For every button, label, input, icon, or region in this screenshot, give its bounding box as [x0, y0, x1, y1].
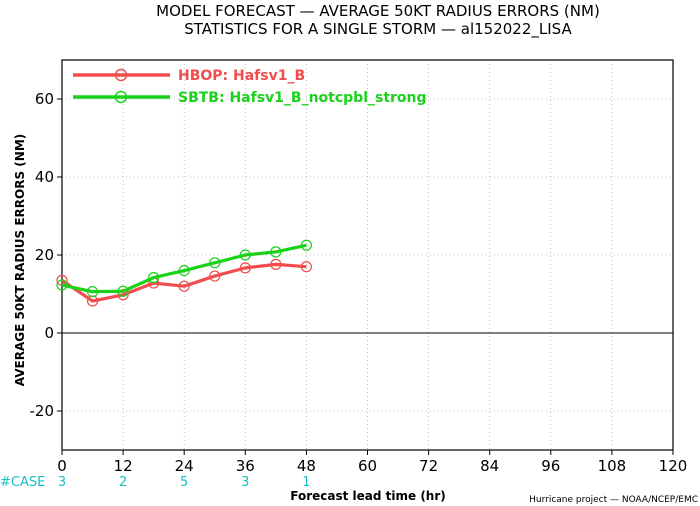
- legend: HBOP: Hafsv1_B SBTB: Hafsv1_B_notcpbl_str…: [73, 68, 427, 106]
- x-axis-label: Forecast lead time (hr): [290, 489, 446, 503]
- series-line: [61, 262, 307, 303]
- y-tick-label: 60: [35, 90, 54, 108]
- data-point: [148, 272, 160, 284]
- x-tick-label: 48: [297, 457, 316, 475]
- x-tick-label: 108: [598, 457, 627, 475]
- series-layer: [56, 239, 312, 307]
- case-count: 3: [241, 475, 249, 490]
- data-point: [86, 286, 99, 298]
- plot-frame: [61, 59, 674, 451]
- data-point: [178, 265, 190, 277]
- case-count: 2: [119, 475, 127, 490]
- axis-ticks: 0 12 24 36 48 60 72 84 96 108 120 -20 0 20 40 60: [30, 90, 688, 475]
- y-tick-label: -20: [30, 402, 55, 420]
- x-tick-label: 36: [236, 457, 255, 475]
- data-point: [178, 280, 190, 292]
- data-point: [270, 258, 282, 270]
- x-tick-label: 120: [659, 457, 688, 475]
- data-point: [239, 262, 251, 274]
- series-2: [56, 239, 312, 298]
- data-point: [300, 239, 312, 251]
- legend-entry: SBTB: Hafsv1_B_notcpbl_strong: [178, 90, 427, 106]
- data-point: [239, 249, 251, 261]
- y-tick-label: 20: [35, 246, 54, 264]
- x-tick-label: 12: [114, 457, 133, 475]
- series-line: [61, 243, 307, 294]
- x-tick-label: 24: [175, 457, 194, 475]
- grid: [62, 60, 673, 450]
- case-count: 3: [58, 475, 66, 490]
- case-label: #CASE: [0, 475, 45, 490]
- x-tick-label: 60: [358, 457, 377, 475]
- case-counts: 3 2 5 3 1: [58, 475, 311, 490]
- x-tick-label: 0: [57, 457, 67, 475]
- credit-text: Hurricane project — NOAA/NCEP/EMC: [529, 495, 698, 505]
- data-point: [117, 285, 129, 297]
- data-point: [209, 257, 221, 269]
- data-point: [86, 295, 99, 307]
- y-tick-label: 40: [35, 168, 54, 186]
- legend-entry: HBOP: Hafsv1_B: [178, 68, 305, 84]
- series-1: [56, 258, 312, 307]
- legend-swatch-marker: [114, 68, 128, 82]
- legend-swatch-marker: [114, 90, 128, 104]
- case-count: 5: [180, 475, 188, 490]
- chart-title: MODEL FORECAST — AVERAGE 50KT RADIUS ERR…: [156, 2, 600, 20]
- data-point: [56, 279, 68, 291]
- data-point: [209, 270, 221, 282]
- x-tick-label: 84: [480, 457, 499, 475]
- y-tick-label: 0: [44, 324, 54, 342]
- case-count: 1: [302, 475, 310, 490]
- data-point: [300, 261, 312, 273]
- chart-subtitle: STATISTICS FOR A SINGLE STORM — al152022…: [184, 20, 572, 39]
- data-point: [270, 246, 282, 258]
- x-tick-label: 72: [419, 457, 438, 475]
- x-tick-label: 96: [541, 457, 560, 475]
- y-axis-label: AVERAGE 50KT RADIUS ERRORS (NM): [13, 134, 27, 386]
